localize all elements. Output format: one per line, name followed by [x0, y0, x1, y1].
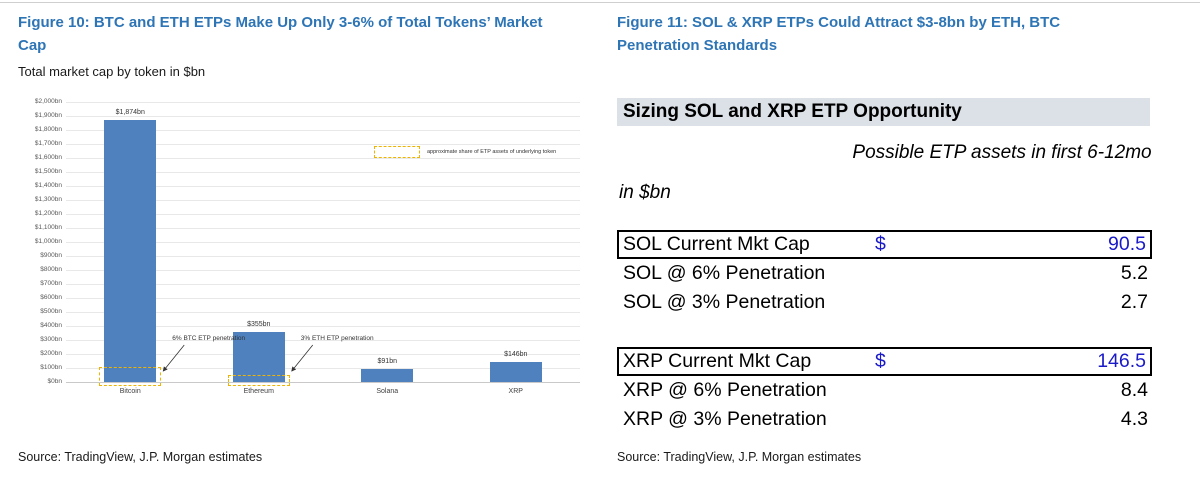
unit-label: in $bn [619, 182, 671, 203]
legend: approximate share of ETP assets of under… [374, 146, 556, 158]
y-axis-tick-label: $1,900bn [34, 112, 62, 119]
gridline [66, 382, 580, 383]
value-column-header: Possible ETP assets in first 6-12mo [852, 142, 1152, 163]
table-row: SOL @ 6% Penetration 5.2 [617, 259, 1152, 288]
gridline [66, 186, 580, 187]
x-axis-category-label: XRP [508, 388, 523, 395]
annotation-text: 6% BTC ETP penetration [172, 335, 246, 342]
sizing-table-column-headers: in $bn Possible ETP assets in first 6-12… [617, 136, 1152, 208]
table-row: XRP @ 6% Penetration 8.4 [617, 376, 1152, 405]
bar-value-label: $1,874bn [115, 108, 145, 116]
gridline [66, 242, 580, 243]
annotation-arrow-layer [162, 344, 314, 372]
row-label: SOL Current Mkt Cap [623, 233, 810, 255]
bar-value-label: $355bn [247, 321, 271, 329]
figure-10-panel: Figure 10: BTC and ETH ETPs Make Up Only… [18, 12, 583, 464]
gridline [66, 200, 580, 201]
bar-value-label: $91bn [377, 358, 397, 366]
bar-bitcoin [104, 119, 157, 382]
annotation-text: 3% ETH ETP penetration [300, 335, 374, 342]
gridline [66, 102, 580, 103]
row-label: SOL @ 3% Penetration [623, 291, 826, 313]
gridline [66, 368, 580, 369]
figure-11-source: Source: TradingView, J.P. Morgan estimat… [617, 450, 862, 464]
table-row: SOL @ 3% Penetration 2.7 [617, 288, 1152, 317]
row-label: XRP @ 3% Penetration [623, 408, 827, 430]
table-row: SOL Current Mkt Cap $90.5 [617, 230, 1152, 259]
top-divider [0, 2, 1200, 3]
gridline [66, 354, 580, 355]
y-axis-tick-label: $1,100bn [34, 224, 62, 231]
gridline [66, 172, 580, 173]
table-group: SOL Current Mkt Cap $90.5 SOL @ 6% Penetra… [617, 230, 1152, 317]
figure-11-panel: Figure 11: SOL & XRP ETPs Could Attract … [617, 12, 1155, 464]
y-axis-tick-label: $500bn [40, 308, 62, 315]
y-axis-tick-label: $400bn [40, 322, 62, 329]
y-axis-tick-label: $0bn [47, 378, 62, 385]
gridline [66, 326, 580, 327]
gridline [66, 228, 580, 229]
gridline [66, 312, 580, 313]
row-value: 90.5 [1108, 233, 1146, 255]
sizing-table-title: Sizing SOL and XRP ETP Opportunity [617, 98, 1150, 126]
y-axis-tick-label: $1,300bn [34, 196, 62, 203]
etp-share-highlight-bitcoin [99, 367, 162, 386]
row-label: XRP Current Mkt Cap [623, 350, 812, 372]
y-axis-tick-label: $1,000bn [34, 238, 62, 245]
y-axis-tick-label: $1,800bn [34, 126, 62, 133]
bar-value-label: $146bn [504, 350, 528, 358]
y-axis-tick-label: $200bn [40, 350, 62, 357]
y-axis-tick-label: $600bn [40, 294, 62, 301]
y-axis-tick-label: $1,600bn [34, 154, 62, 161]
y-axis-tick-label: $1,400bn [34, 182, 62, 189]
bar-solana [361, 369, 414, 382]
row-label: XRP @ 6% Penetration [623, 379, 827, 401]
currency-symbol: $ [875, 233, 886, 255]
x-axis-category-label: Solana [376, 388, 399, 395]
gridline [66, 284, 580, 285]
legend-label: approximate share of ETP assets of under… [427, 149, 557, 155]
y-axis-tick-label: $800bn [40, 266, 62, 273]
table-row: XRP Current Mkt Cap $146.5 [617, 347, 1152, 376]
market-cap-bar-chart: $0bn $100bn $200bn $300bn $400bn $500bn $600bn… [18, 94, 583, 395]
y-axis-tick-label: $100bn [40, 364, 62, 371]
row-value: 146.5 [1097, 350, 1146, 372]
row-value: 2.7 [1120, 291, 1148, 313]
table-row: XRP @ 3% Penetration 4.3 [617, 405, 1152, 434]
gridline [66, 144, 580, 145]
row-value: 4.3 [1120, 408, 1148, 430]
row-value: 8.4 [1120, 379, 1148, 401]
etp-share-highlight-ethereum [227, 375, 290, 386]
figure-10-source: Source: TradingView, J.P. Morgan estimat… [18, 450, 263, 464]
row-value: 5.2 [1120, 262, 1148, 284]
sizing-table-rows: SOL Current Mkt Cap $90.5 SOL @ 6% Penetra… [617, 230, 1152, 434]
gridline [66, 270, 580, 271]
y-axis-tick-label: $1,500bn [34, 168, 62, 175]
figure-11-title: Figure 11: SOL & XRP ETPs Could Attract … [617, 14, 1061, 54]
gridline [66, 214, 580, 215]
table-group: XRP Current Mkt Cap $146.5 XRP @ 6% Penetr… [617, 347, 1152, 434]
gridline [66, 116, 580, 117]
bar-ethereum [232, 332, 285, 382]
x-axis-category-label: Ethereum [243, 388, 274, 395]
y-axis-tick-label: $700bn [40, 280, 62, 287]
y-axis-tick-label: $900bn [40, 252, 62, 259]
gridline [66, 256, 580, 257]
figure-10-title: Figure 10: BTC and ETH ETPs Make Up Only… [18, 14, 543, 54]
x-axis-category-label: Bitcoin [119, 388, 141, 395]
gridline [66, 298, 580, 299]
y-axis-tick-label: $2,000bn [34, 98, 62, 105]
row-label: SOL @ 6% Penetration [623, 262, 826, 284]
y-axis-tick-label: $300bn [40, 336, 62, 343]
bar-xrp [489, 361, 542, 382]
gridline [66, 340, 580, 341]
y-axis-tick-label: $1,700bn [34, 140, 62, 147]
currency-symbol: $ [875, 350, 886, 372]
y-axis-tick-label: $1,200bn [34, 210, 62, 217]
gridline [66, 130, 580, 131]
figure-10-subtitle: Total market cap by token in $bn [18, 64, 206, 79]
gridline [66, 158, 580, 159]
legend-dashed-box-icon [374, 146, 420, 158]
